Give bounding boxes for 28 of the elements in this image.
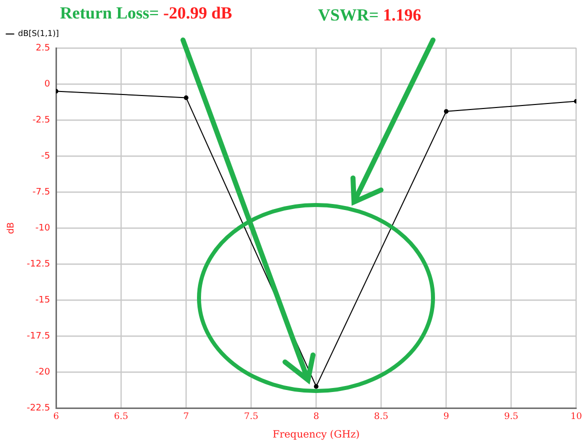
text: VSWR= 1.196 [318,5,422,24]
x-tick-label: 9.5 [504,412,519,422]
point [314,384,318,389]
y-tick-label: -10 [35,223,50,234]
legend-label: dB[S(1,1)] [18,29,59,38]
x-tick-label: 9 [443,412,450,422]
x-tick-label: 6 [53,412,60,422]
point [184,95,188,100]
y-tick-label: -15 [35,295,50,306]
y-tick-label: 2.5 [36,43,50,54]
point [444,109,449,114]
y-tick-label: -2.5 [32,115,50,126]
x-axis-title: Frequency (GHz) [272,430,360,441]
x-tick-label: 7.5 [244,412,259,422]
x-tick-label: 6.5 [114,412,129,422]
x-tick-label: 8 [313,412,320,422]
x-tick-label: 7 [183,412,190,422]
y-tick-label: -22.5 [26,404,50,414]
x-tick-label: 10 [570,412,582,422]
y-tick-label: -12.5 [26,259,50,270]
y-tick-label: 0 [44,79,50,90]
x-tick-label: 8.5 [374,412,389,422]
y-tick-label: -20 [35,368,50,378]
y-tick-label: -5 [41,151,50,162]
y-tick-label: -7.5 [32,187,50,198]
text: Return Loss= -20.99 dB [60,3,232,22]
y-axis-title: dB [6,222,17,234]
y-tick-label: -17.5 [26,332,50,342]
